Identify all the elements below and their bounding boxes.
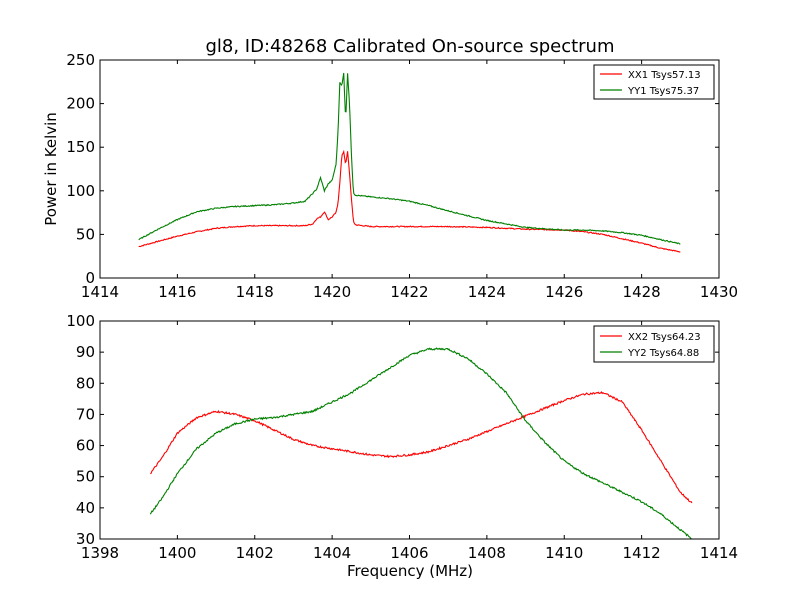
x-tick-label: 1408 [468,544,506,562]
top-panel-ylabel: Power in Kelvin [42,112,60,226]
y-tick-label: 30 [76,530,95,548]
top-panel: gl8, ID:48268 Calibrated On-source spect… [42,36,738,301]
bottom-panel-legend: XX2 Tsys64.23 YY2 Tsys64.88 [593,325,715,363]
x-tick-label: 1424 [468,283,506,301]
top-panel-series [138,72,681,253]
legend-label-xx2: XX2 Tsys64.23 [628,332,701,343]
y-tick-label: 80 [76,374,95,392]
y-tick-label: 0 [85,269,95,287]
bottom-panel-legend-box [593,325,715,363]
x-tick-label: 1422 [390,283,428,301]
x-tick-label: 1430 [700,283,738,301]
legend-label-xx1: XX1 Tsys57.13 [628,70,701,81]
x-tick-label: 1414 [700,544,738,562]
x-tick-label: 1400 [158,544,196,562]
y-tick-label: 40 [76,499,95,517]
bottom-panel-series [149,347,693,540]
y-tick-label: 100 [66,312,95,330]
x-tick-label: 1426 [545,283,583,301]
bottom-panel-xlabel: Frequency (MHz) [347,562,473,580]
series-line-0-1 [138,72,681,245]
x-tick-label: 1414 [81,283,119,301]
x-tick-label: 1418 [236,283,274,301]
y-tick-label: 90 [76,343,95,361]
y-tick-label: 50 [76,225,95,243]
x-tick-label: 1410 [545,544,583,562]
y-tick-label: 250 [66,51,95,69]
top-panel-title: gl8, ID:48268 Calibrated On-source spect… [205,36,614,57]
x-tick-label: 1416 [158,283,196,301]
legend-label-yy2: YY2 Tsys64.88 [627,348,699,359]
top-panel-ticks: 1414 1416 1418 1420 1422 1424 1426 1428 1430 0 50 1… [66,51,738,301]
x-tick-label: 1428 [623,283,661,301]
top-panel-frame [99,59,720,279]
y-tick-label: 150 [66,138,95,156]
series-line-1-1 [149,347,693,540]
top-panel-legend-box [593,64,715,100]
bottom-panel: Frequency (MHz) 1398 1400 1402 1404 1406 1408… [66,312,738,580]
x-tick-label: 1402 [236,544,274,562]
y-tick-label: 50 [76,468,95,486]
y-tick-label: 100 [66,182,95,200]
x-tick-label: 1420 [313,283,351,301]
y-tick-label: 200 [66,95,95,113]
bottom-panel-ticks: 1398 1400 1402 1404 1406 1408 1410 1412 1414 30 40… [66,312,738,562]
bottom-panel-frame [99,320,720,540]
x-tick-label: 1404 [313,544,351,562]
y-tick-label: 70 [76,405,95,423]
x-tick-label: 1406 [390,544,428,562]
x-tick-label: 1412 [623,544,661,562]
y-tick-label: 60 [76,437,95,455]
legend-label-yy1: YY1 Tsys75.37 [627,86,699,97]
series-line-0-0 [138,149,681,253]
x-tick-label: 1398 [81,544,119,562]
series-line-1-0 [150,390,693,504]
top-panel-legend: XX1 Tsys57.13 YY1 Tsys75.37 [593,64,715,100]
